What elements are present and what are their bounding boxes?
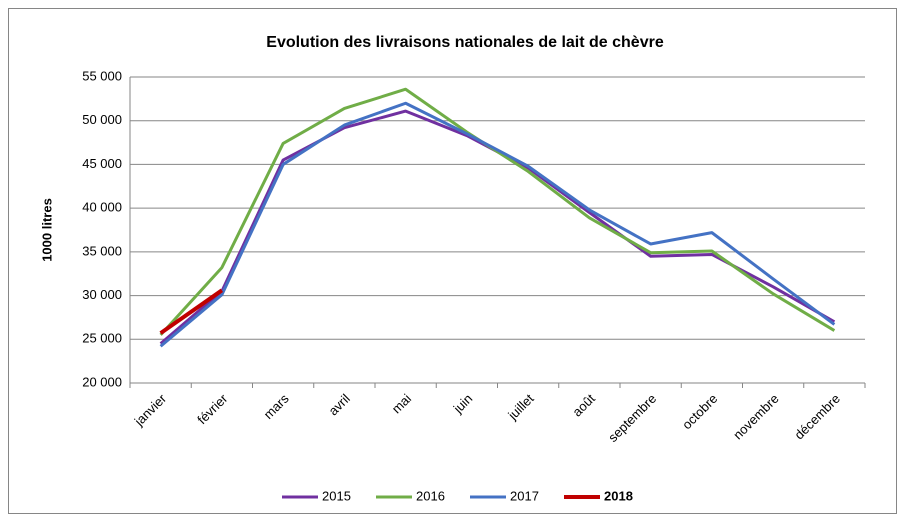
y-tick-label: 30 000 [82,287,122,302]
series-line [159,101,836,348]
y-tick-label: 40 000 [82,200,122,215]
y-tick-label: 25 000 [82,331,122,346]
y-tick-label: 50 000 [82,112,122,127]
legend-label: 2017 [510,488,539,503]
y-axis-label: 1000 litres [39,198,54,262]
legend-label: 2018 [604,488,633,503]
chart-border [8,8,897,514]
chart-title: Evolution des livraisons nationales de l… [266,34,664,51]
y-tick-label: 45 000 [82,156,122,171]
series-line [159,87,836,336]
series-line [159,288,224,335]
legend-label: 2015 [322,488,351,503]
y-tick-label: 35 000 [82,243,122,258]
y-tick-label: 55 000 [82,68,122,83]
y-tick-label: 20 000 [82,374,122,389]
legend-label: 2016 [416,488,445,503]
